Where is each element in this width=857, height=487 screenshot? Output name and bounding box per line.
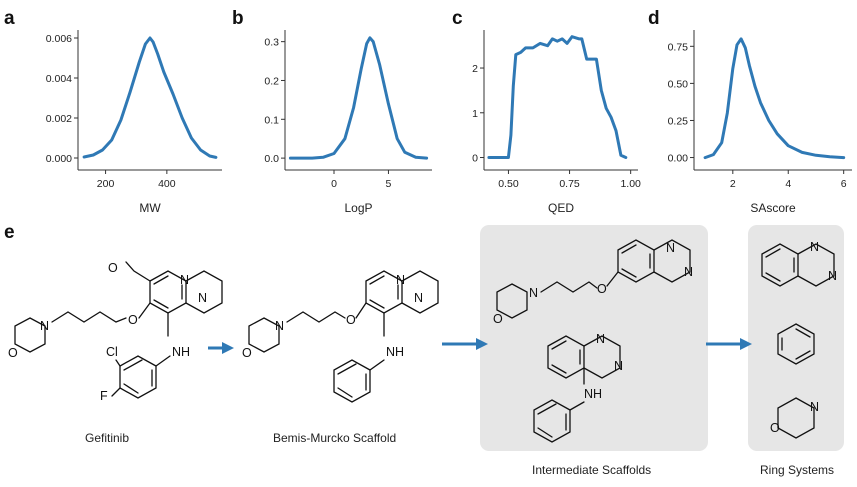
atom-n: N — [684, 265, 693, 279]
arrow-3 — [706, 338, 752, 350]
intermediate-caption: Intermediate Scaffolds — [532, 463, 651, 477]
x-tick-label: 200 — [97, 178, 115, 190]
atom-n: N — [614, 359, 623, 373]
atom-o: O — [770, 421, 780, 435]
x-tick-label: 1.00 — [620, 178, 641, 190]
y-tick-label: 0.3 — [264, 37, 279, 49]
intermediate-scaffold-1: N O O N N — [493, 239, 693, 326]
atom-o: O — [8, 346, 18, 360]
atom-n: N — [828, 269, 837, 283]
atom-nh: NH — [584, 387, 602, 401]
x-tick-label: 2 — [730, 178, 736, 190]
y-tick-label: 0.25 — [668, 115, 689, 127]
y-tick-label: 1 — [472, 108, 478, 120]
atom-n: N — [810, 400, 819, 414]
atom-o: O — [597, 282, 607, 296]
x-tick-label: 400 — [158, 178, 176, 190]
panel-letter-e: e — [4, 222, 15, 243]
x-axis-label: LogP — [344, 201, 372, 215]
arrow-2 — [442, 338, 488, 350]
gefitinib-structure: N O N N O O NH Cl F — [8, 261, 223, 403]
atom-n: N — [666, 241, 675, 255]
density-curve — [487, 35, 628, 159]
x-axis-label: SAscore — [750, 201, 796, 215]
bemis-murcko-structure: N O O N N NH — [242, 270, 439, 403]
y-tick-label: 0.75 — [668, 41, 689, 53]
ring-system-benzene — [777, 323, 815, 365]
intermediate-scaffolds-box — [480, 225, 708, 451]
ring-system-quinazoline: N N — [761, 240, 837, 287]
atom-n: N — [529, 286, 538, 300]
atom-n: N — [596, 332, 605, 346]
atom-f: F — [100, 389, 108, 403]
panel-letter-b: b — [232, 8, 244, 29]
y-tick-label: 0.006 — [46, 33, 72, 45]
density-curve — [82, 36, 218, 159]
y-tick-label: 0.004 — [46, 73, 72, 85]
y-tick-label: 0.50 — [668, 78, 689, 90]
atom-n: N — [180, 273, 189, 287]
arrow-1 — [208, 342, 234, 354]
ring-systems-caption: Ring Systems — [760, 463, 834, 477]
atom-cl: Cl — [106, 345, 118, 359]
atom-n: N — [414, 291, 423, 305]
x-axis-label: QED — [548, 201, 574, 215]
y-tick-label: 0.002 — [46, 113, 72, 125]
x-axis-label: MW — [139, 201, 161, 215]
bemis-murcko-caption: Bemis-Murcko Scaffold — [273, 431, 396, 445]
x-tick-label: 0.75 — [559, 178, 580, 190]
panel-letter-a: a — [4, 8, 15, 29]
chart-sascore: 0.00 0.25 0.50 0.75 2 4 6 SAscore — [668, 30, 852, 215]
x-tick-label: 0 — [331, 178, 337, 190]
x-tick-label: 0.50 — [498, 178, 519, 190]
chart-logp: 0.0 0.1 0.2 0.3 0 5 LogP — [264, 30, 432, 215]
atom-o: O — [346, 313, 356, 327]
panel-letter-d: d — [648, 8, 660, 29]
panel-letter-c: c — [452, 8, 463, 29]
atom-o: O — [128, 313, 138, 327]
atom-o: O — [108, 261, 118, 275]
atom-n: N — [40, 319, 49, 333]
atom-o: O — [493, 312, 503, 326]
atom-n: N — [396, 273, 405, 287]
y-tick-label: 0.00 — [668, 153, 689, 165]
y-tick-label: 2 — [472, 63, 478, 75]
y-tick-label: 0.000 — [46, 153, 72, 165]
y-tick-label: 0.2 — [264, 75, 279, 87]
atom-n: N — [275, 319, 284, 333]
chart-mw: 0.000 0.002 0.004 0.006 200 400 MW — [46, 30, 222, 215]
gefitinib-caption: Gefitinib — [85, 431, 129, 445]
density-curve — [703, 37, 846, 160]
atom-n: N — [198, 291, 207, 305]
density-curve — [288, 36, 429, 160]
x-tick-label: 4 — [785, 178, 791, 190]
intermediate-scaffold-2: N N NH — [533, 332, 623, 443]
atom-o: O — [242, 346, 252, 360]
atom-n: N — [810, 240, 819, 254]
atom-nh: NH — [172, 345, 190, 359]
atom-nh: NH — [386, 345, 404, 359]
x-tick-label: 6 — [841, 178, 847, 190]
y-tick-label: 0.0 — [264, 153, 279, 165]
ring-system-morpholine: N O — [770, 397, 819, 439]
y-tick-label: 0.1 — [264, 114, 279, 126]
y-tick-label: 0 — [472, 153, 478, 165]
x-tick-label: 5 — [386, 178, 392, 190]
chart-qed: 0 1 2 0.50 0.75 1.00 QED — [472, 30, 641, 215]
